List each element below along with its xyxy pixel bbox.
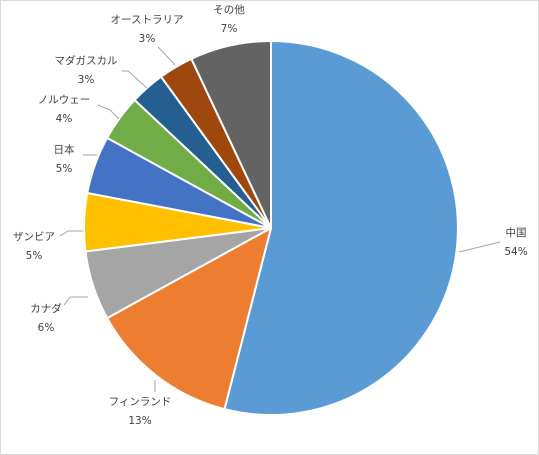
slice-6-percent-label: 4%: [56, 113, 73, 125]
slice-4-category-label: ザンビア: [13, 231, 55, 243]
slice-2: [106, 227, 272, 411]
slice-2-percent-label: 13%: [128, 415, 151, 427]
slice-3-percent-label: 6%: [38, 322, 55, 334]
slice-5-percent-label: 5%: [56, 163, 73, 175]
slice-9-percent-label: 7%: [221, 23, 238, 35]
slice-2-category-label: フィンランド: [109, 396, 172, 408]
slice-4-percent-label: 5%: [26, 250, 43, 262]
slice-3-category-label: カナダ: [30, 302, 62, 315]
slice-5-category-label: 日本: [54, 143, 75, 156]
slice-6-category-label: ノルウェー: [38, 94, 91, 106]
slice-3-leader-line: [63, 296, 88, 306]
slice-7-category-label: マダガスカル: [55, 54, 118, 67]
slice-4-leader-line: [59, 230, 83, 237]
slice-6-leader-line: [97, 104, 120, 120]
slice-9: [190, 40, 272, 229]
slice-1-percent-label: 54%: [504, 246, 527, 258]
slice-7-percent-label: 3%: [78, 74, 95, 86]
slice-1-leader-line: [458, 241, 501, 253]
slice-1: [223, 40, 459, 416]
slice-8-percent-label: 3%: [139, 33, 156, 45]
slice-1-category-label: 中国: [506, 226, 527, 239]
slice-8-category-label: オーストラリア: [111, 14, 184, 26]
slice-7-leader-line: [122, 70, 148, 89]
slice-8-leader-line: [157, 46, 176, 66]
slice-9-category-label: その他: [213, 3, 245, 16]
